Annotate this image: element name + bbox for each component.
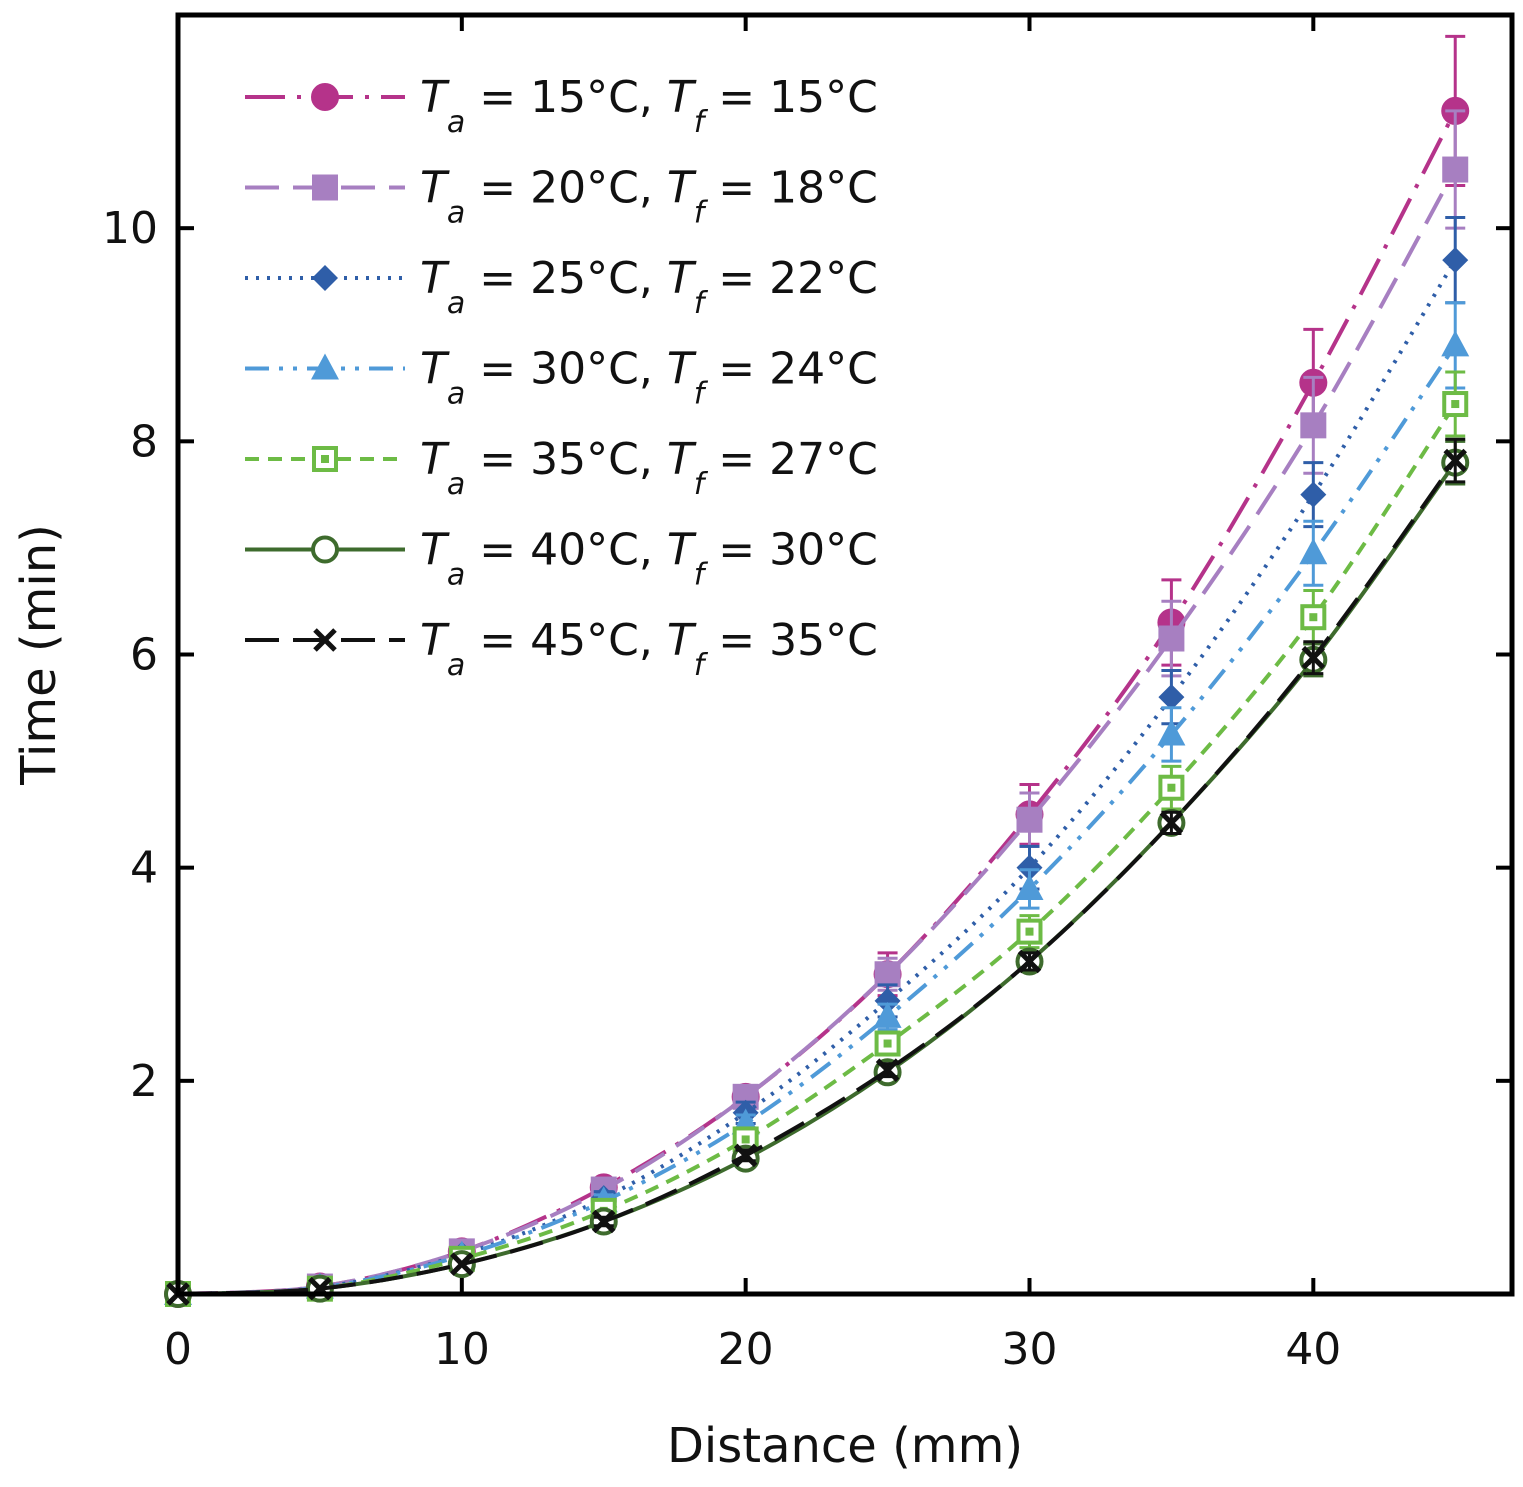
data-point (1016, 918, 1043, 945)
legend-marker (312, 446, 338, 472)
data-point (1443, 448, 1468, 473)
legend-marker (311, 83, 339, 111)
series-layer (164, 34, 1470, 1308)
legend-entry: Ta = 20°C, Tf = 18°C (245, 163, 878, 231)
series-7 (166, 437, 1468, 1306)
y-tick-label: 4 (130, 843, 158, 894)
data-point (1158, 774, 1185, 801)
legend-label: Ta = 20°C, Tf = 18°C (420, 163, 878, 231)
series-line (177, 344, 1457, 1296)
series-line (177, 461, 1457, 1296)
x-tick-label: 30 (1001, 1324, 1057, 1375)
y-axis-title: Time (min) (11, 524, 67, 786)
legend-marker (311, 535, 339, 564)
data-point (733, 1143, 758, 1168)
data-point (450, 1252, 474, 1276)
legend-label: Ta = 35°C, Tf = 27°C (420, 434, 878, 502)
data-point (1017, 949, 1042, 974)
legend-entry: Ta = 40°C, Tf = 30°C (245, 525, 878, 593)
data-point (1442, 247, 1469, 274)
data-point (1158, 625, 1185, 652)
data-point (873, 1001, 902, 1028)
x-tick-label: 10 (434, 1324, 490, 1375)
data-point (1159, 811, 1184, 835)
data-point (1300, 412, 1327, 439)
y-tick-label: 10 (102, 203, 158, 254)
data-point (1158, 684, 1185, 711)
series-5 (165, 370, 1469, 1307)
legend-marker (311, 353, 339, 380)
data-point (1442, 391, 1469, 418)
data-point (1299, 538, 1328, 565)
data-point (1300, 481, 1327, 508)
data-point (874, 987, 901, 1014)
series-line (177, 459, 1457, 1296)
x-tick-label: 0 (164, 1324, 192, 1375)
data-point (1442, 156, 1469, 183)
series-line (177, 168, 1457, 1296)
y-tick-label: 8 (130, 416, 158, 467)
legend-label: Ta = 25°C, Tf = 22°C (420, 253, 878, 321)
series-line (177, 402, 1457, 1296)
data-point (1016, 806, 1043, 833)
data-point (874, 961, 901, 988)
axis-ticks: 0 10 20 30 40 2 4 6 8 10 (102, 15, 1512, 1375)
legend-marker (312, 265, 338, 291)
data-point (1441, 330, 1470, 357)
legend-label: Ta = 15°C, Tf = 15°C (420, 72, 878, 140)
legend-entry: Ta = 25°C, Tf = 22°C (245, 253, 878, 321)
x-axis-title: Distance (mm) (667, 1418, 1023, 1474)
data-point (1300, 604, 1327, 631)
legend-label: Ta = 30°C, Tf = 24°C (420, 344, 878, 412)
data-point (1157, 719, 1186, 746)
series-line (177, 259, 1457, 1296)
x-tick-label: 40 (1285, 1324, 1341, 1375)
legend-entry: Ta = 15°C, Tf = 15°C (245, 72, 878, 140)
y-tick-label: 2 (130, 1056, 158, 1107)
data-point (1015, 873, 1044, 900)
legend-label: Ta = 40°C, Tf = 30°C (420, 525, 878, 593)
data-point (1016, 854, 1043, 881)
legend: Ta = 15°C, Tf = 15°C Ta = 20°C, Tf = 18°C… (245, 72, 878, 683)
legend-entry: Ta = 35°C, Tf = 27°C (245, 434, 878, 502)
data-point (1301, 645, 1326, 670)
x-tick-label: 20 (718, 1324, 774, 1375)
legend-marker (312, 174, 338, 201)
legend-entry: Ta = 45°C, Tf = 35°C (245, 615, 878, 683)
data-point (875, 1058, 900, 1082)
legend-label: Ta = 45°C, Tf = 35°C (420, 615, 878, 683)
legend-entry: Ta = 30°C, Tf = 24°C (245, 344, 878, 412)
data-point (874, 1030, 901, 1057)
legend-marker (313, 628, 337, 652)
data-point (591, 1209, 616, 1234)
y-tick-label: 6 (130, 630, 158, 681)
data-point (732, 1126, 759, 1153)
